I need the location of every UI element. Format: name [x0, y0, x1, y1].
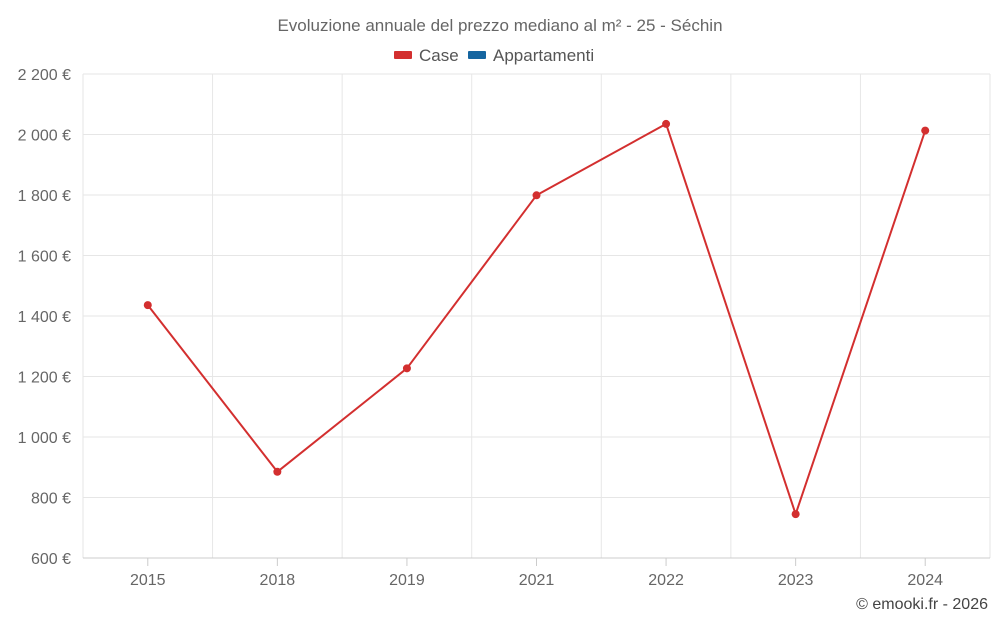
- series: [143, 119, 930, 519]
- grid: [82, 73, 991, 558]
- y-tick-label: 1 800 €: [18, 188, 71, 205]
- data-point-case[interactable]: [791, 510, 800, 519]
- legend: Case Appartamenti: [394, 46, 594, 65]
- legend-label-appartamenti: Appartamenti: [493, 46, 594, 65]
- x-tick-label: 2021: [519, 572, 555, 589]
- legend-item-appartamenti[interactable]: Appartamenti: [468, 46, 594, 65]
- x-tick-label: 2018: [260, 572, 296, 589]
- x-tick-label: 2023: [778, 572, 814, 589]
- y-axis: 600 € 800 € 1 000 € 1 200 € 1 400 € 1 600 € 1 …: [18, 67, 71, 568]
- chart-title: Evoluzione annuale del prezzo mediano al…: [277, 16, 722, 35]
- data-point-case[interactable]: [143, 301, 152, 310]
- data-point-case[interactable]: [662, 119, 671, 128]
- credit-text: © emooki.fr - 2026: [856, 596, 988, 613]
- legend-label-case: Case: [419, 46, 459, 65]
- y-tick-label: 2 000 €: [18, 128, 71, 145]
- y-tick-label: 1 000 €: [18, 430, 71, 447]
- y-tick-label: 2 200 €: [18, 67, 71, 84]
- data-point-case[interactable]: [402, 364, 411, 373]
- data-point-case[interactable]: [921, 126, 930, 135]
- y-tick-label: 800 €: [31, 491, 71, 508]
- legend-swatch-appartamenti: [468, 51, 486, 59]
- y-tick-label: 1 400 €: [18, 309, 71, 326]
- x-tick-label: 2024: [907, 572, 943, 589]
- x-tick-label: 2019: [389, 572, 425, 589]
- x-axis: 2015 2018 2019 2021 2022 2023 2024: [83, 557, 990, 589]
- legend-item-case[interactable]: Case: [394, 46, 459, 65]
- x-tick-label: 2015: [130, 572, 166, 589]
- data-point-case[interactable]: [532, 191, 541, 200]
- y-tick-label: 1 200 €: [18, 370, 71, 387]
- data-point-case[interactable]: [273, 467, 282, 476]
- y-tick-label: 600 €: [31, 551, 71, 568]
- legend-swatch-case: [394, 51, 412, 59]
- series-line-case: [146, 122, 927, 516]
- x-tick-label: 2022: [648, 572, 684, 589]
- y-tick-label: 1 600 €: [18, 249, 71, 266]
